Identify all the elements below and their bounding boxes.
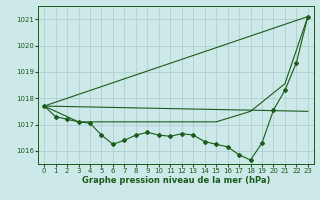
X-axis label: Graphe pression niveau de la mer (hPa): Graphe pression niveau de la mer (hPa)	[82, 176, 270, 185]
